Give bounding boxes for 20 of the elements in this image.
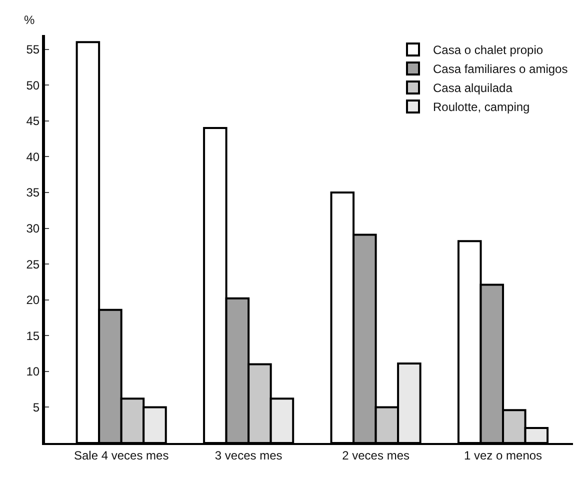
y-tick-label: 15 [26, 328, 40, 343]
legend-label: Casa familiares o amigos [433, 62, 568, 76]
x-tick-label: 2 veces mes [342, 448, 410, 462]
y-tick-label: 55 [26, 42, 40, 57]
y-tick-label: 30 [26, 221, 40, 236]
y-tick-label: 50 [26, 78, 40, 92]
legend-label: Roulotte, camping [433, 100, 530, 114]
y-tick-label: 40 [26, 150, 40, 164]
y-axis-title: % [24, 13, 35, 27]
x-tick-label: Sale 4 veces mes [74, 448, 169, 462]
y-tick-label: 10 [26, 364, 40, 379]
x-tick-label: 3 veces mes [214, 448, 282, 462]
y-tick-label: 45 [26, 114, 40, 128]
legend-label: Casa alquilada [433, 81, 513, 96]
y-tick-label: 35 [26, 186, 40, 200]
y-tick-label: 5 [32, 400, 40, 414]
legend-label: Casa o chalet propio [433, 43, 544, 58]
y-tick-label: 25 [26, 257, 40, 272]
x-tick-label: 1 vez o menos [464, 448, 542, 462]
y-tick-label: 20 [26, 293, 40, 308]
